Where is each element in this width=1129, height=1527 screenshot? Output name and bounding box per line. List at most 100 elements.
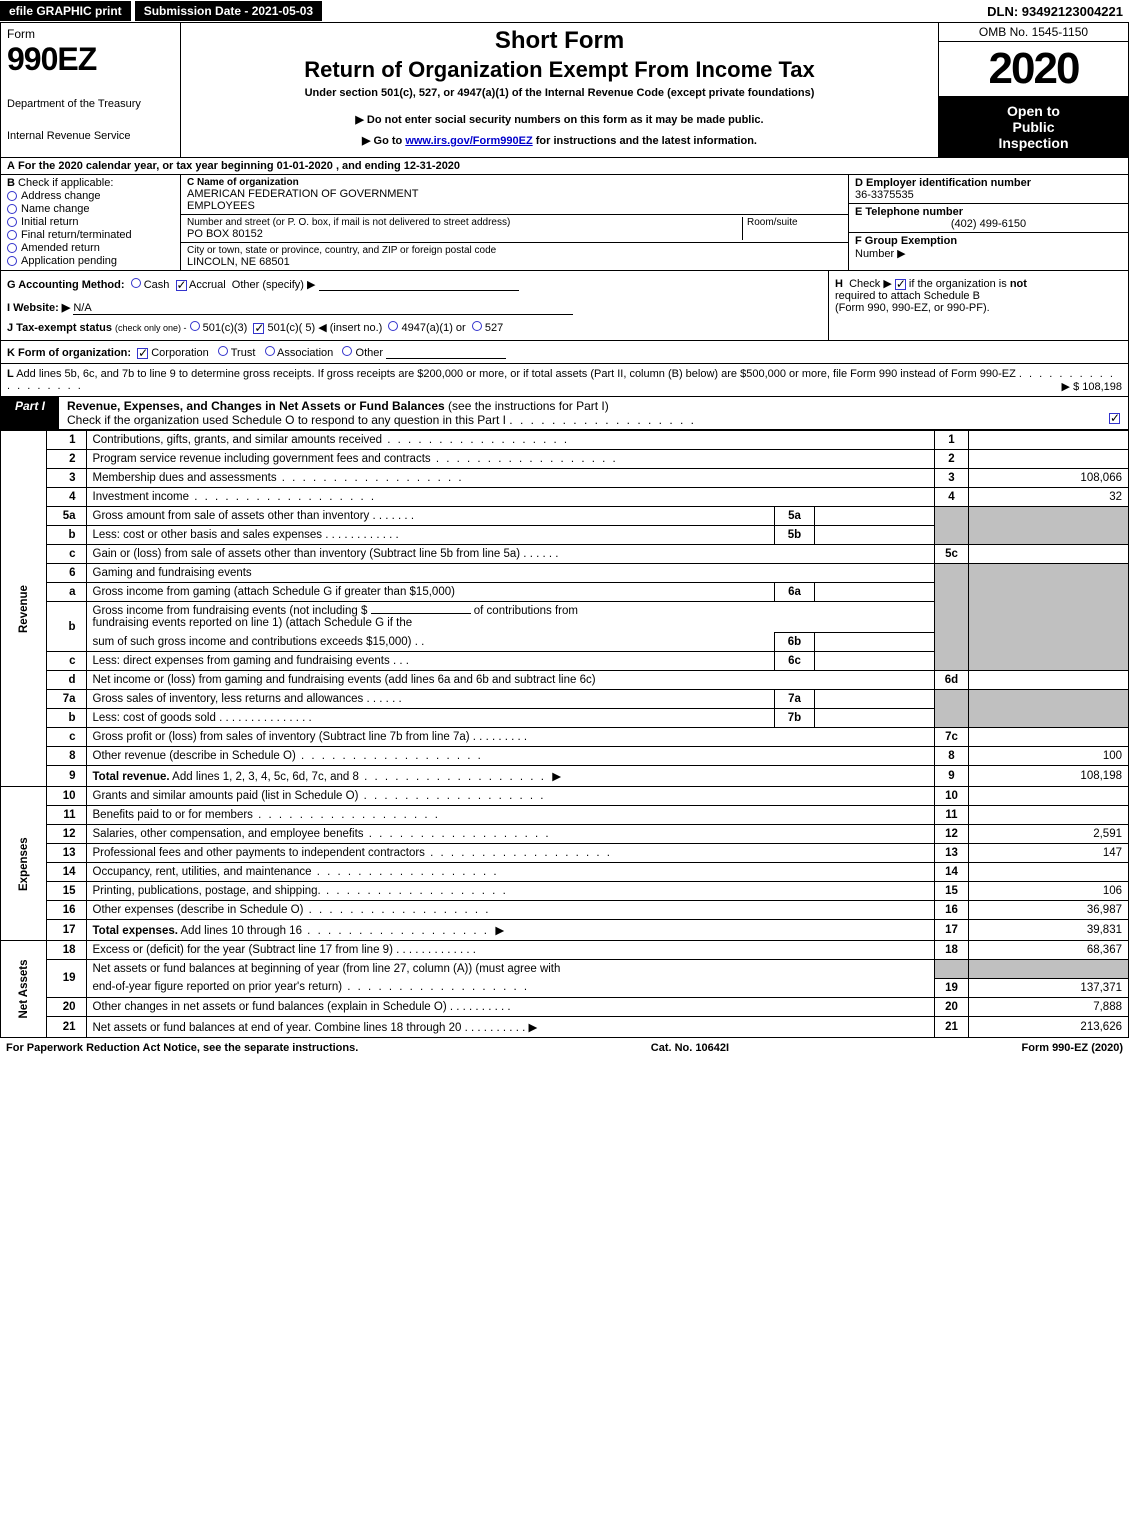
l3-num: 3 [46,469,86,488]
l6b-blank[interactable] [371,613,471,614]
checkbox-name-change[interactable] [7,204,17,214]
dept-irs: Internal Revenue Service [7,130,174,142]
ein-label: D Employer identification number [855,177,1031,189]
row-4: 4 Investment income 4 32 [1,488,1129,507]
pending-label: Application pending [21,255,117,267]
b-checkif: Check if applicable: [18,177,113,189]
l14-num: 14 [46,863,86,882]
org-city-box: City or town, state or province, country… [181,243,848,270]
header-left: Form 990EZ Department of the Treasury In… [1,23,181,157]
checkbox-cash[interactable] [131,278,141,288]
row-5c: c Gain or (loss) from sale of assets oth… [1,545,1129,564]
goto-pre: ▶ Go to [362,135,405,147]
checkbox-501c[interactable] [253,323,264,334]
inspection-3: Inspection [943,135,1124,151]
l5c-amt [969,545,1129,564]
row-h: H Check ▶ if the organization is not req… [828,271,1128,340]
l17-num: 17 [46,920,86,941]
l12-desc: Salaries, other compensation, and employ… [93,828,364,840]
l6a-subval [815,583,935,602]
l6a-desc: Gross income from gaming (attach Schedul… [86,583,775,602]
group-label2: Number ▶ [855,247,1122,260]
j-501c: 501(c)( 5) [267,322,315,334]
l15-desc: Printing, publications, postage, and shi… [93,885,321,897]
footer-right: Form 990-EZ (2020) [1022,1042,1124,1054]
checkbox-pending[interactable] [7,256,17,266]
row-18: Net Assets 18 Excess or (deficit) for th… [1,941,1129,960]
accrual-label: Accrual [189,279,226,291]
l4-amt: 32 [969,488,1129,507]
l16-desc: Other expenses (describe in Schedule O) [93,904,304,916]
l10-amt [969,787,1129,806]
ein-box: D Employer identification number 36-3375… [849,175,1128,204]
l3-amt: 108,066 [969,469,1129,488]
other-specify-input[interactable] [319,277,519,291]
l6c-subval [815,652,935,671]
section-c: C Name of organization AMERICAN FEDERATI… [181,175,848,270]
l14-col: 14 [935,863,969,882]
submission-date-button[interactable]: Submission Date - 2021-05-03 [135,1,322,21]
checkbox-527[interactable] [472,321,482,331]
l5a-num: 5a [46,507,86,526]
dots [359,771,546,783]
grey-6-amt [969,564,1129,671]
l6-num: 6 [46,564,86,583]
checkbox-corp[interactable] [137,348,148,359]
checkbox-501c3[interactable] [190,321,200,331]
l5c-desc: Gain or (loss) from sale of assets other… [93,548,521,560]
part1-header: Part I Revenue, Expenses, and Changes in… [0,397,1129,430]
row-8: 8 Other revenue (describe in Schedule O)… [1,747,1129,766]
section-def: D Employer identification number 36-3375… [848,175,1128,270]
j-label: J Tax-exempt status [7,322,112,334]
checkbox-accrual[interactable] [176,280,187,291]
l8-amt: 100 [969,747,1129,766]
group-label: F Group Exemption [855,235,957,247]
l15-num: 15 [46,882,86,901]
l12-num: 12 [46,825,86,844]
checkbox-trust[interactable] [218,346,228,356]
checkbox-scheduleo[interactable] [1109,413,1120,424]
row-14: 14 Occupancy, rent, utilities, and maint… [1,863,1129,882]
checkbox-final[interactable] [7,230,17,240]
entity-row: B Check if applicable: Address change Na… [0,175,1129,271]
l3-desc: Membership dues and assessments [93,472,277,484]
l8-desc: Other revenue (describe in Schedule O) [93,750,296,762]
netassets-vert-label: Net Assets [1,941,47,1038]
l18-amt: 68,367 [969,941,1129,960]
c-name-label: C Name of organization [187,177,299,188]
row-gh: G Accounting Method: Cash Accrual Other … [0,271,1129,341]
l4-num: 4 [46,488,86,507]
l5b-num: b [46,526,86,545]
efile-print-button[interactable]: efile GRAPHIC print [0,1,131,21]
checkbox-assoc[interactable] [265,346,275,356]
row-21: 21 Net assets or fund balances at end of… [1,1016,1129,1037]
l6d-desc: Net income or (loss) from gaming and fun… [86,671,935,690]
dots [189,491,376,503]
dots [382,434,569,446]
website-label: I Website: ▶ [7,302,70,314]
checkbox-initial[interactable] [7,217,17,227]
row-7c: c Gross profit or (loss) from sales of i… [1,728,1129,747]
l14-amt [969,863,1129,882]
l10-num: 10 [46,787,86,806]
irs-link[interactable]: www.irs.gov/Form990EZ [405,135,532,147]
l7a-desc: Gross sales of inventory, less returns a… [93,693,364,705]
checkbox-amended[interactable] [7,243,17,253]
dots [253,809,440,821]
checkbox-scheduleb[interactable] [895,279,906,290]
dept-treasury: Department of the Treasury [7,98,174,110]
row-5a: 5a Gross amount from sale of assets othe… [1,507,1129,526]
other-org-input[interactable] [386,345,506,359]
under-section: Under section 501(c), 527, or 4947(a)(1)… [189,87,930,99]
l17-amt: 39,831 [969,920,1129,941]
checkbox-4947[interactable] [388,321,398,331]
g-label: G Accounting Method: [7,279,125,291]
part1-title-box: Revenue, Expenses, and Changes in Net As… [59,397,1128,429]
row-6: 6 Gaming and fundraising events [1,564,1129,583]
l5b-subval [815,526,935,545]
revenue-vert-label: Revenue [1,431,47,787]
checkbox-other-org[interactable] [342,346,352,356]
grey-6 [935,564,969,671]
checkbox-addr-change[interactable] [7,191,17,201]
name-change-label: Name change [21,203,90,215]
